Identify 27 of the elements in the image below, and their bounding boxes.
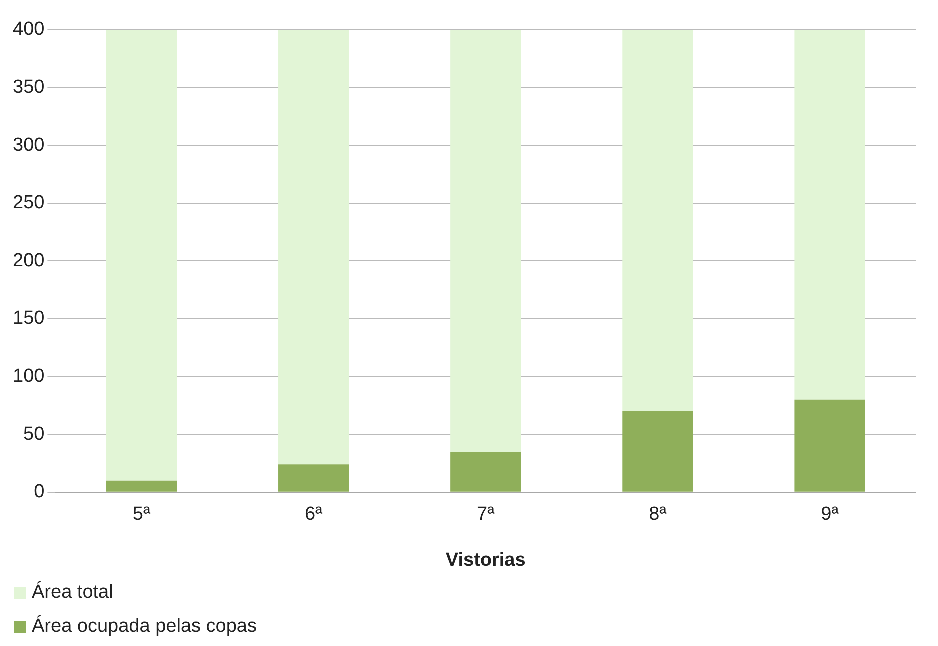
y-tick-label: 200 <box>13 250 45 272</box>
bar <box>622 411 694 492</box>
bar <box>622 30 694 412</box>
bar <box>794 400 866 492</box>
x-tick-label: 5ª <box>132 504 152 526</box>
bar <box>450 30 522 452</box>
y-tick-label: 350 <box>13 77 45 98</box>
bar <box>794 30 866 400</box>
bar <box>278 464 350 492</box>
y-tick-label: 0 <box>34 482 45 503</box>
y-tick-label: 100 <box>13 366 45 388</box>
bar <box>278 30 350 465</box>
y-tick-label: 250 <box>13 192 45 214</box>
x-tick-label: 6ª <box>304 504 324 526</box>
x-tick-label: 7ª <box>477 504 496 526</box>
x-axis-title: Vistorias <box>446 550 526 571</box>
y-tick-label: 150 <box>13 308 45 330</box>
legend-label: Área total <box>32 582 114 604</box>
bar <box>106 30 178 481</box>
bar <box>106 480 178 492</box>
x-tick-label: 8ª <box>649 504 668 526</box>
bar <box>450 452 522 492</box>
x-tick-label: 9ª <box>821 504 840 526</box>
y-tick-label: 400 <box>13 19 45 40</box>
legend-label: Área ocupada pelas copas <box>32 616 257 638</box>
y-tick-label: 50 <box>24 424 45 445</box>
y-tick-label: 300 <box>13 134 45 156</box>
